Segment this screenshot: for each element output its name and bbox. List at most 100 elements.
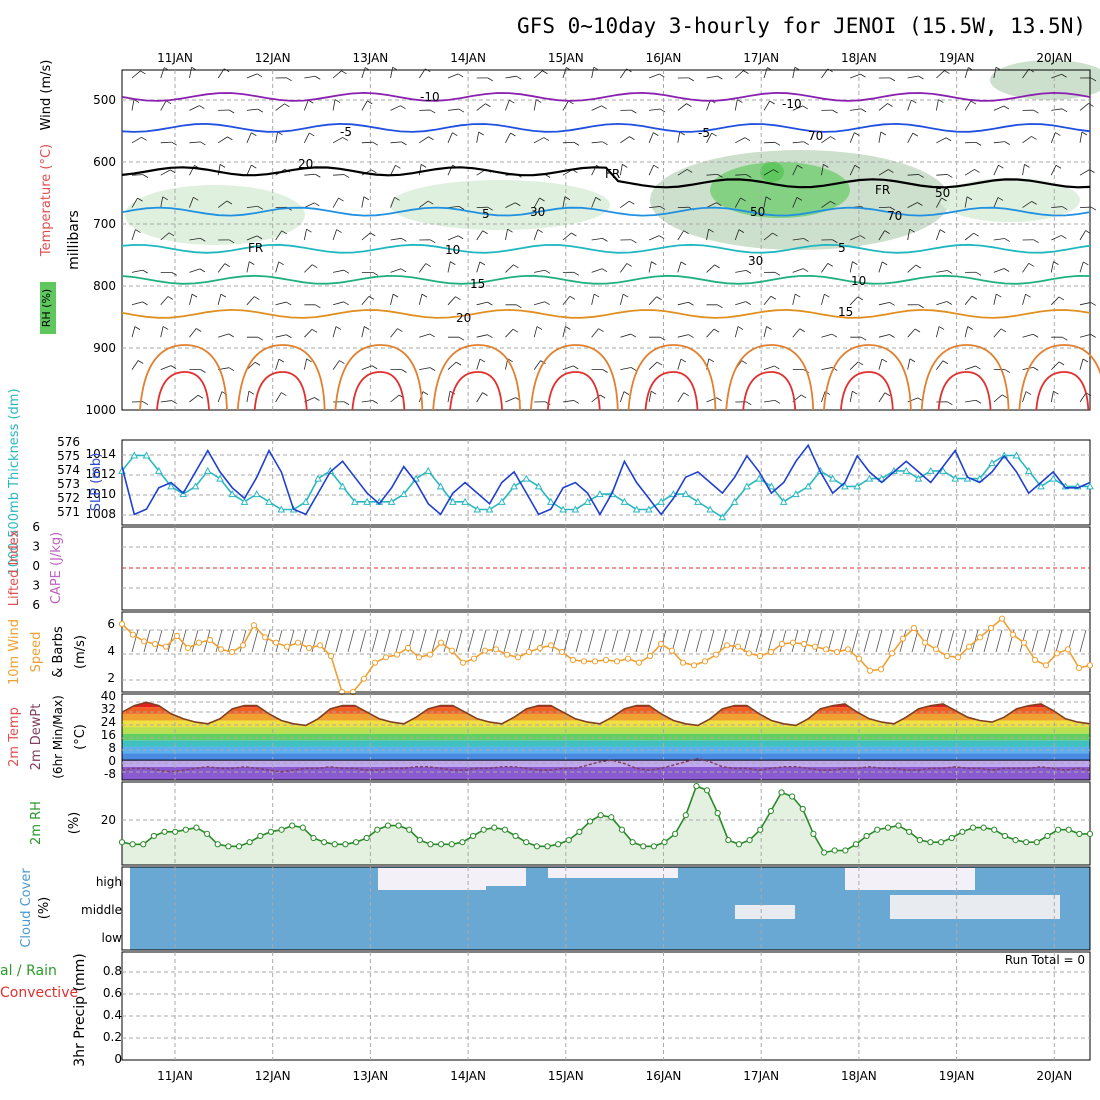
wind-barb (706, 173, 718, 176)
wind-barb-feather (537, 229, 543, 233)
x-tick-bottom: 18JAN (841, 1069, 877, 1083)
x-tick-bottom: 19JAN (939, 1069, 975, 1083)
wind-barb (131, 360, 139, 370)
wind-barb-feather (339, 360, 345, 364)
wind-barb (275, 230, 282, 241)
wind-barb (935, 229, 941, 241)
thickness-line-point (632, 505, 641, 513)
wind10m-barb (995, 629, 1003, 653)
wind-barb-feather (623, 391, 630, 395)
wind-barb (189, 394, 199, 403)
wind-barb (160, 400, 172, 403)
wind-barb (476, 131, 480, 143)
wind-barb-feather (278, 358, 285, 363)
wind-barb-feather (510, 132, 516, 137)
wind-barb-feather (914, 328, 921, 333)
temp-band (122, 733, 1090, 741)
wind-barb (332, 326, 337, 338)
contour-label: 70 (887, 209, 902, 223)
wind10m-barb (1043, 629, 1051, 653)
wind-barb-feather (966, 196, 973, 201)
wind-barb (390, 237, 402, 241)
wind-barb (304, 173, 316, 176)
contour-label: 20 (456, 311, 471, 325)
wind10m-barb (911, 629, 919, 653)
wind-barb (390, 268, 402, 273)
rh2m-line-point (438, 841, 445, 848)
wind-barb-feather (573, 141, 580, 146)
wind-barb-feather (452, 132, 458, 137)
wind-barb-feather (802, 105, 808, 110)
wind-barb-feather (487, 77, 493, 82)
wind-barb-feather (342, 137, 348, 141)
wind-barb-feather (315, 304, 321, 309)
wind10m-barb (695, 629, 703, 653)
wind-barb-feather (743, 70, 749, 74)
wind-barb (160, 196, 164, 208)
wind-barb (821, 68, 829, 79)
rh2m-line-point (182, 826, 189, 833)
wind-barb-feather (593, 293, 600, 298)
wind-barb-feather (397, 328, 403, 332)
wind-barb (217, 294, 222, 305)
wind-barb (964, 365, 976, 370)
y-tick-slp: 1014 (85, 447, 116, 461)
wind-barb (418, 164, 422, 176)
wind-barb-feather (515, 202, 521, 207)
wind-barb (993, 141, 1005, 144)
rh2m-line-point (927, 839, 934, 846)
wind-barb-feather (363, 196, 370, 201)
wind-barb (332, 301, 344, 306)
wind-barb (332, 70, 342, 79)
wind-barb (763, 295, 772, 306)
wind10m-line-point (932, 646, 940, 653)
wind10m-barb (251, 629, 259, 653)
rh2m-line-point (703, 787, 711, 794)
rh-shade (940, 178, 1080, 222)
wind-barb-feather (889, 206, 896, 211)
y-tick-wind10m: 4 (107, 644, 115, 658)
rh2m-line-point (172, 828, 179, 835)
wind-barb (303, 99, 309, 111)
rh2m-line-point (725, 837, 732, 844)
wind-barb-feather (369, 232, 376, 237)
rh2m-line-point (469, 832, 477, 840)
rh2m-line-point (959, 828, 966, 835)
wind-barb-feather (137, 360, 144, 364)
wind-barb-feather (996, 293, 1002, 298)
wind-barb (935, 326, 940, 338)
wind10m-line-point (965, 643, 973, 650)
wind-barb-feather (430, 239, 436, 244)
wind-barb-feather (564, 196, 571, 201)
wind-barb-feather (650, 390, 657, 395)
rh2m-line-point (161, 828, 168, 835)
wind-barb (1050, 391, 1054, 403)
wind-barb (964, 169, 975, 176)
wind-barb-feather (774, 271, 781, 276)
wind10m-barb (659, 629, 667, 653)
y-tick-precip: 0.4 (103, 1008, 122, 1022)
wind-barb-feather (800, 394, 807, 399)
x-tick-bottom: 13JAN (353, 1069, 389, 1083)
wind-barb-feather (343, 269, 350, 274)
wind-barb-feather (622, 164, 628, 168)
contour-label: 50 (935, 186, 950, 200)
wind-barb (246, 391, 250, 403)
rh2m-line-point (778, 789, 785, 796)
y-tick-temp2m: 24 (101, 715, 116, 729)
wind10m-barb (959, 629, 967, 653)
wind-barb-feather (256, 73, 263, 78)
wind10m-barb (1055, 629, 1063, 653)
isotherm-25 (334, 344, 424, 411)
rh2m-line-point (406, 826, 413, 833)
rh2m-line-point (533, 843, 540, 850)
rh2m-line-point (246, 839, 253, 846)
wind-barb (246, 73, 258, 79)
wind-barb (1079, 302, 1091, 306)
wind-barb-feather (889, 334, 895, 338)
wind-barb (275, 358, 280, 370)
wind10m-line-point (811, 643, 819, 650)
wind-barb-feather (938, 99, 944, 103)
wind-barb-feather (420, 164, 427, 168)
x-tick-bottom: 12JAN (255, 1069, 291, 1083)
